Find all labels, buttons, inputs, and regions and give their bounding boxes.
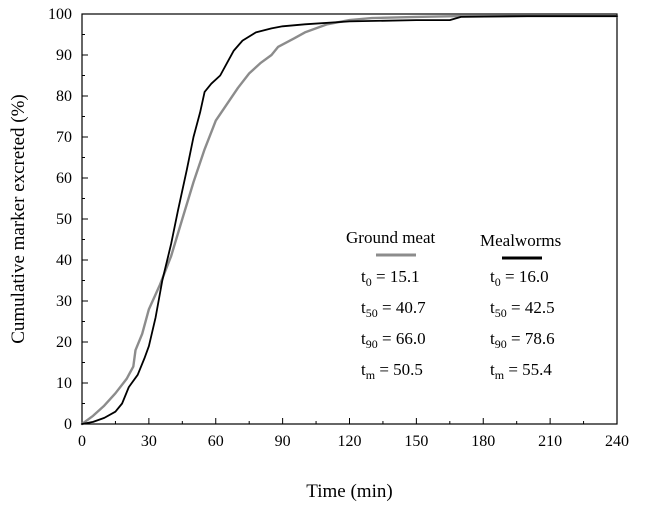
series-line-mealworms [81,15,618,425]
series-layer [80,14,619,426]
x-tick-label: 120 [338,433,362,450]
y-tick-label: 20 [56,334,72,351]
x-tick-label: 240 [605,433,629,450]
y-tick-label: 80 [56,88,72,105]
y-tick-label: 50 [56,211,72,228]
y-tick-label: 60 [56,170,72,187]
legend: Ground meat Mealworms [346,228,561,260]
x-tick-label: 180 [471,433,495,450]
series-line-ground-meat [80,14,619,426]
y-tick-label: 30 [56,293,72,310]
legend-label-ground-meat: Ground meat [346,228,436,247]
stats-annotations: t0 = 15.1 t50 = 40.7 t90 = 66.0 tm = 50.5 t0… [361,267,555,382]
stat-ground-meat-0: t0 = 15.1 [361,267,420,289]
stat-ground-meat-50: t50 = 40.7 [361,298,426,320]
x-tick-label: 210 [538,433,562,450]
y-tick-label: 100 [48,6,72,23]
y-tick-label: 0 [64,416,72,433]
y-tick-label: 70 [56,129,72,146]
x-tick-label: 0 [78,433,86,450]
y-axis-title: Cumulative marker excreted (%) [8,94,29,344]
y-tick-label: 40 [56,252,72,269]
legend-label-mealworms: Mealworms [480,231,561,250]
stat-mealworms-0: t0 = 16.0 [490,267,549,289]
x-axis-title: Time (min) [306,481,392,502]
stat-mealworms-m: tm = 55.4 [490,360,552,382]
y-axis: 0 10 20 30 40 50 60 70 80 90 100 [48,6,88,433]
y-tick-label: 10 [56,375,72,392]
x-tick-label: 150 [404,433,428,450]
x-tick-label: 30 [141,433,157,450]
y-tick-label: 90 [56,47,72,64]
stat-ground-meat-m: tm = 50.5 [361,360,423,382]
x-tick-label: 60 [208,433,224,450]
stat-mealworms-50: t50 = 42.5 [490,298,555,320]
stat-mealworms-90: t90 = 78.6 [490,329,555,351]
x-tick-label: 90 [275,433,291,450]
x-axis: 0 30 60 90 120 150 180 210 240 [78,418,629,450]
stat-ground-meat-90: t90 = 66.0 [361,329,426,351]
